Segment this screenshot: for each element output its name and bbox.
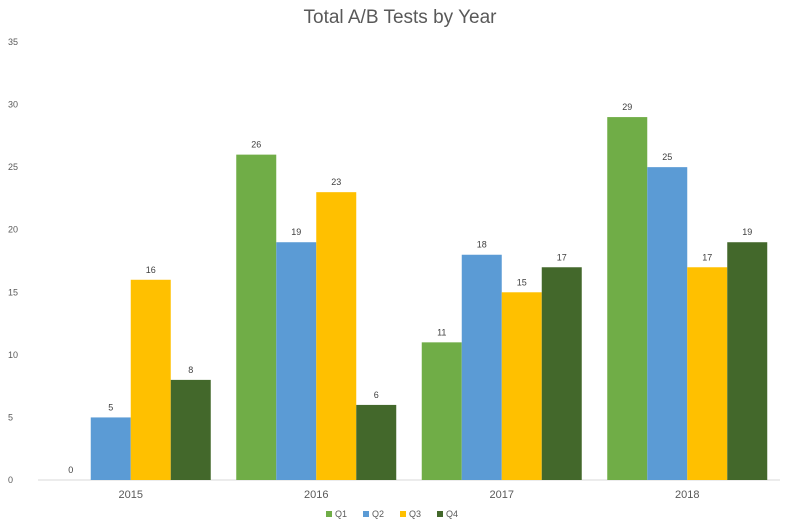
data-label: 5 — [108, 402, 113, 412]
data-label: 8 — [188, 365, 193, 375]
bar-q3-2018 — [687, 267, 728, 480]
y-axis: 0 5 10 15 20 25 30 35 — [8, 37, 18, 485]
bar-q4-2016 — [356, 404, 397, 480]
bar-q2-2016 — [276, 242, 317, 480]
bar-q1-2016 — [236, 154, 277, 480]
chart-title: Total A/B Tests by Year — [304, 7, 498, 28]
y-tick-label: 5 — [8, 412, 13, 422]
data-label: 18 — [477, 240, 487, 250]
legend-label: Q3 — [409, 509, 421, 519]
y-tick-label: 15 — [8, 287, 18, 297]
data-label: 19 — [291, 227, 301, 237]
x-tick-label: 2017 — [490, 489, 514, 501]
bar-q2-2017 — [461, 254, 502, 480]
x-axis: 2015 2016 2017 2018 — [119, 489, 700, 501]
bar-q2-2015 — [90, 417, 131, 480]
bar-q4-2018 — [727, 242, 768, 480]
y-tick-label: 30 — [8, 100, 18, 110]
bar-q1-2017 — [421, 342, 462, 480]
data-label: 11 — [437, 327, 446, 337]
legend-swatch — [437, 511, 443, 517]
y-tick-label: 0 — [8, 475, 13, 485]
legend-label: Q4 — [446, 509, 458, 519]
data-label: 17 — [557, 252, 567, 262]
legend: Q1 Q2 Q3 Q4 — [326, 509, 458, 519]
bar-q1-2018 — [607, 117, 648, 480]
data-label: 19 — [742, 227, 752, 237]
data-label: 6 — [374, 390, 379, 400]
x-tick-label: 2018 — [675, 489, 699, 501]
data-label: 25 — [662, 152, 672, 162]
data-label: 23 — [331, 177, 341, 187]
data-label: 16 — [146, 265, 156, 275]
x-tick-label: 2016 — [304, 489, 328, 501]
legend-swatch — [363, 511, 369, 517]
bar-q4-2015 — [170, 379, 211, 480]
legend-label: Q1 — [335, 509, 347, 519]
bars-group — [90, 117, 768, 480]
data-label: 17 — [702, 252, 712, 262]
data-label: 0 — [68, 465, 73, 475]
bar-q3-2017 — [501, 292, 542, 480]
legend-swatch — [326, 511, 332, 517]
data-label: 26 — [251, 140, 261, 150]
bar-q3-2015 — [130, 279, 171, 480]
bar-q3-2016 — [316, 192, 357, 480]
bar-q2-2018 — [647, 167, 688, 480]
legend-swatch — [400, 511, 406, 517]
bar-q4-2017 — [541, 267, 582, 480]
data-label: 15 — [517, 277, 527, 287]
y-tick-label: 25 — [8, 162, 18, 172]
y-tick-label: 10 — [8, 350, 18, 360]
y-tick-label: 20 — [8, 225, 18, 235]
legend-label: Q2 — [372, 509, 384, 519]
y-tick-label: 35 — [8, 37, 18, 47]
data-label: 29 — [622, 102, 632, 112]
data-labels-group: 0 5 16 8 26 19 23 6 11 18 15 17 29 25 17 19 — [68, 102, 752, 475]
x-tick-label: 2015 — [119, 489, 143, 501]
